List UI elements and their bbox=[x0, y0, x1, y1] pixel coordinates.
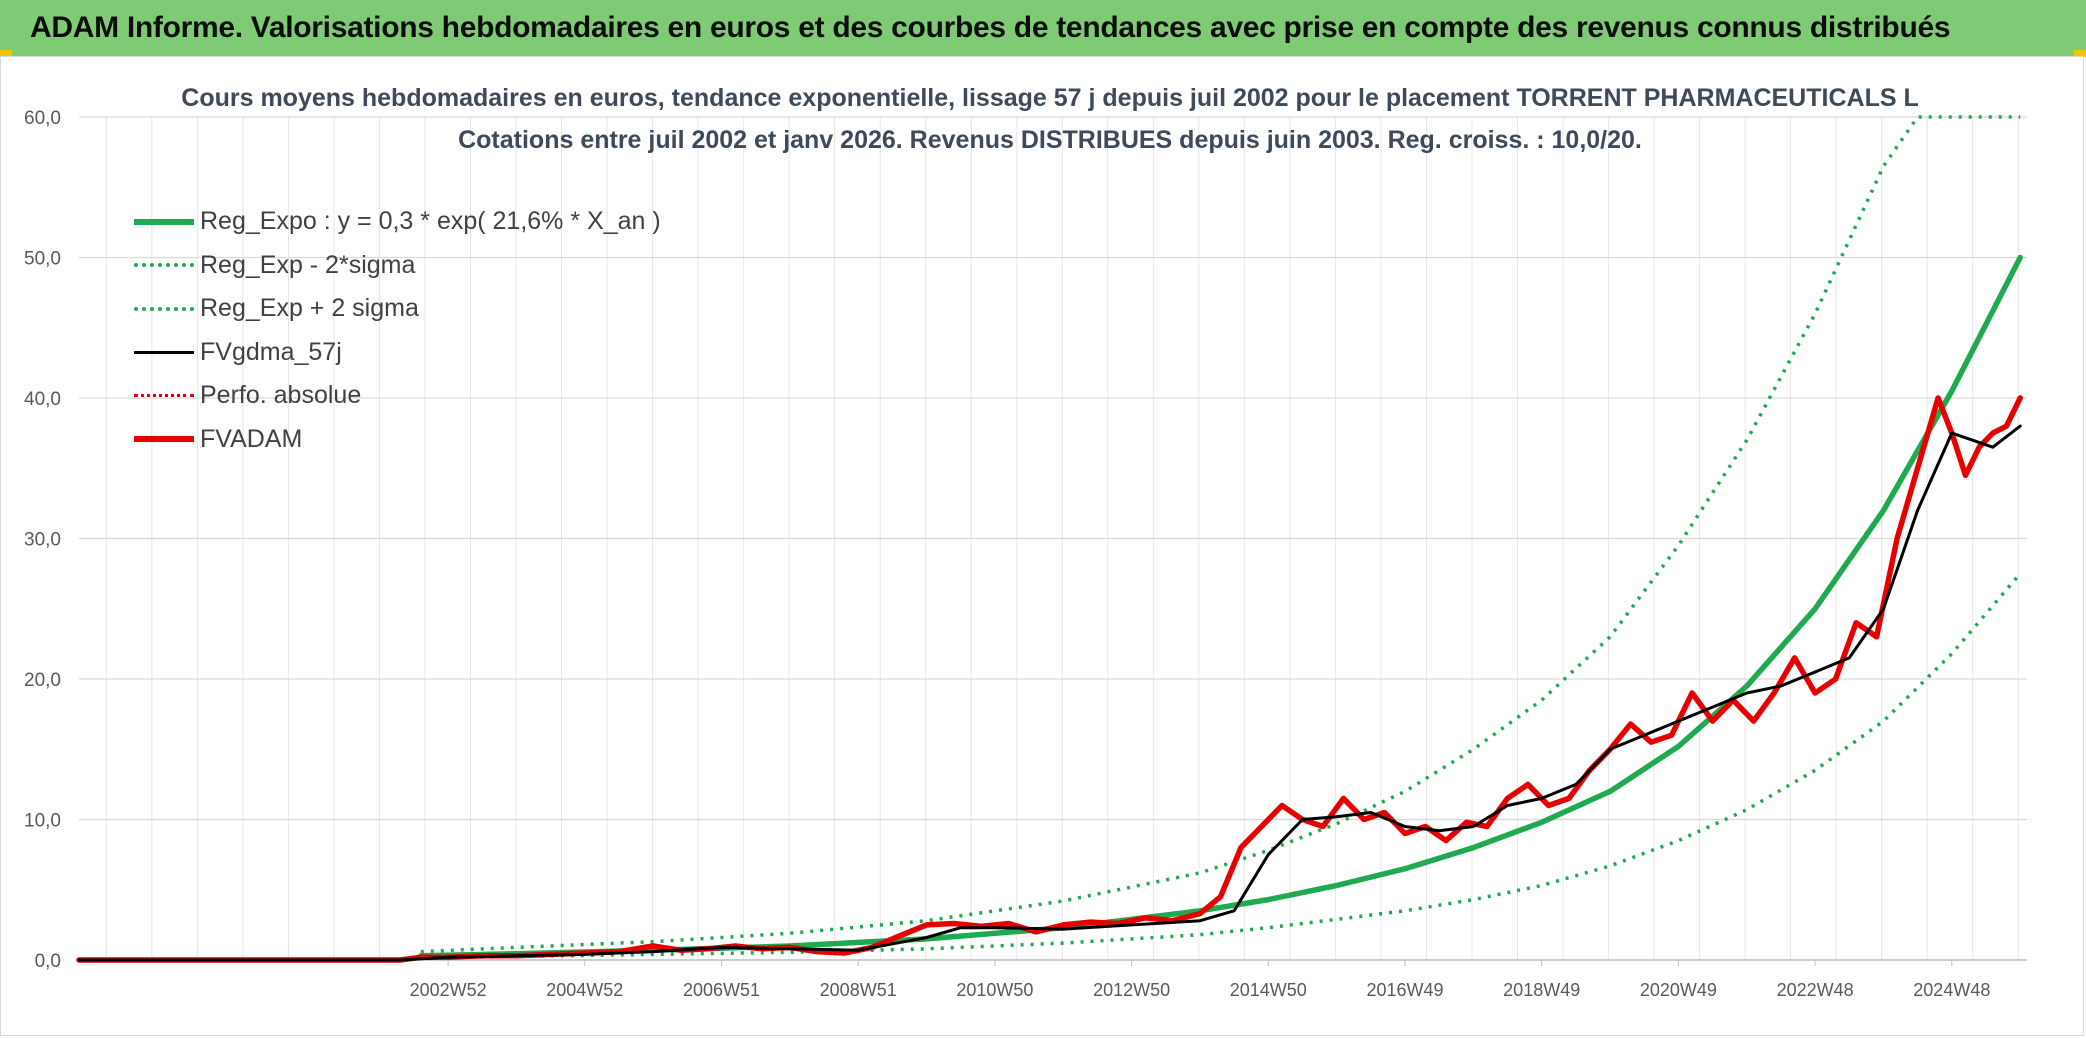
series-reg-exp-plus-2sigma bbox=[420, 115, 2021, 954]
page-title: ADAM Informe. Valorisations hebdomadaire… bbox=[30, 11, 1951, 44]
x-tick-label: 2002W52 bbox=[410, 980, 487, 1000]
legend-item-reg-expo: Reg_Expo : y = 0,3 * exp( 21,6% * X_an ) bbox=[134, 200, 661, 244]
series-reg-expo bbox=[418, 254, 2023, 959]
y-tick-label: 50,0 bbox=[24, 249, 61, 270]
x-tick-label: 2014W50 bbox=[1230, 980, 1307, 1000]
legend-item-fvadam: FVADAM bbox=[134, 418, 661, 462]
x-tick-label: 2010W50 bbox=[956, 980, 1033, 1000]
legend-item-reg-exp-minus: Reg_Exp - 2*sigma bbox=[134, 244, 661, 288]
y-tick-label: 30,0 bbox=[24, 530, 61, 551]
y-tick-label: 40,0 bbox=[24, 389, 61, 410]
legend-item-reg-exp-plus: Reg_Exp + 2 sigma bbox=[134, 287, 661, 331]
header-banner: ADAM Informe. Valorisations hebdomadaire… bbox=[0, 0, 2086, 56]
legend-item-perfo-absolue: Perfo. absolue bbox=[134, 374, 661, 418]
series-layer bbox=[76, 115, 2023, 963]
x-tick-label: 2020W49 bbox=[1640, 980, 1717, 1000]
legend: Reg_Expo : y = 0,3 * exp( 21,6% * X_an )… bbox=[134, 200, 661, 461]
chart-title: Cours moyens hebdomadaires en euros, ten… bbox=[181, 84, 1919, 112]
x-tick-label: 2004W52 bbox=[546, 980, 623, 1000]
y-tick-label: 10,0 bbox=[24, 811, 61, 832]
x-tick-label: 2018W49 bbox=[1503, 980, 1580, 1000]
x-tick-label: 2006W51 bbox=[683, 980, 760, 1000]
x-tick-label: 2008W51 bbox=[820, 980, 897, 1000]
banner-corner-left bbox=[0, 50, 12, 57]
x-tick-label: 2012W50 bbox=[1093, 980, 1170, 1000]
series-fvgdma-57j bbox=[77, 424, 2022, 962]
x-tick-label: 2016W49 bbox=[1366, 980, 1443, 1000]
legend-item-fvgdma: FVgdma_57j bbox=[134, 331, 661, 375]
chart-subtitle: Cotations entre juil 2002 et janv 2026. … bbox=[458, 126, 1642, 154]
chart-frame bbox=[0, 56, 2084, 1036]
y-tick-label: 0,0 bbox=[35, 951, 61, 972]
y-tick-label: 60,0 bbox=[24, 108, 61, 129]
grid bbox=[79, 116, 2027, 961]
x-tick-label: 2024W48 bbox=[1913, 980, 1990, 1000]
x-tick-label: 2022W48 bbox=[1777, 980, 1854, 1000]
y-tick-label: 20,0 bbox=[24, 670, 61, 691]
axes: 0,0 10,0 20,0 30,0 40,0 50,0 60,0 2002W52 2004W5… bbox=[24, 108, 2027, 1000]
banner-corner-right bbox=[2074, 50, 2086, 57]
